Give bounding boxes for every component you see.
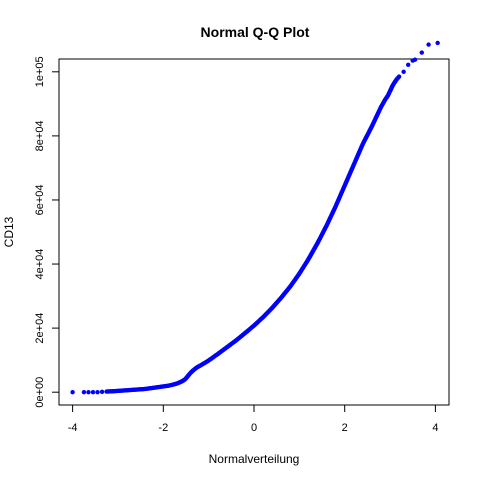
data-point bbox=[406, 63, 410, 67]
y-tick-label: 0e+00 bbox=[34, 377, 46, 408]
data-point bbox=[100, 390, 104, 394]
x-axis-label: Normalverteilung bbox=[209, 452, 300, 466]
data-point bbox=[435, 41, 439, 45]
data-point bbox=[95, 390, 99, 394]
data-points bbox=[70, 41, 439, 395]
y-tick-label: 8e+04 bbox=[34, 120, 46, 151]
data-point bbox=[91, 390, 95, 394]
x-tick-label: 4 bbox=[432, 422, 438, 434]
data-point bbox=[82, 390, 86, 394]
y-tick-label: 4e+04 bbox=[34, 249, 46, 280]
plot-frame bbox=[59, 59, 449, 405]
x-axis: -4 -2 0 2 4 bbox=[68, 405, 439, 434]
data-point bbox=[401, 70, 405, 74]
data-point bbox=[396, 75, 400, 79]
y-tick-label: 1e+05 bbox=[34, 56, 46, 87]
x-tick-label: 2 bbox=[342, 422, 348, 434]
y-axis-label: CD13 bbox=[2, 216, 16, 247]
x-tick-label: -2 bbox=[158, 422, 168, 434]
data-point bbox=[420, 50, 424, 54]
y-axis: 0e+00 2e+04 4e+04 6e+04 8e+04 1e+05 bbox=[34, 56, 59, 407]
data-point bbox=[426, 42, 430, 46]
y-tick-label: 2e+04 bbox=[34, 313, 46, 344]
chart-title: Normal Q-Q Plot bbox=[201, 24, 310, 40]
data-point bbox=[70, 390, 74, 394]
x-tick-label: 0 bbox=[251, 422, 257, 434]
x-tick-label: -4 bbox=[68, 422, 78, 434]
data-point bbox=[86, 390, 90, 394]
y-tick-label: 6e+04 bbox=[34, 185, 46, 216]
data-point bbox=[413, 57, 417, 61]
